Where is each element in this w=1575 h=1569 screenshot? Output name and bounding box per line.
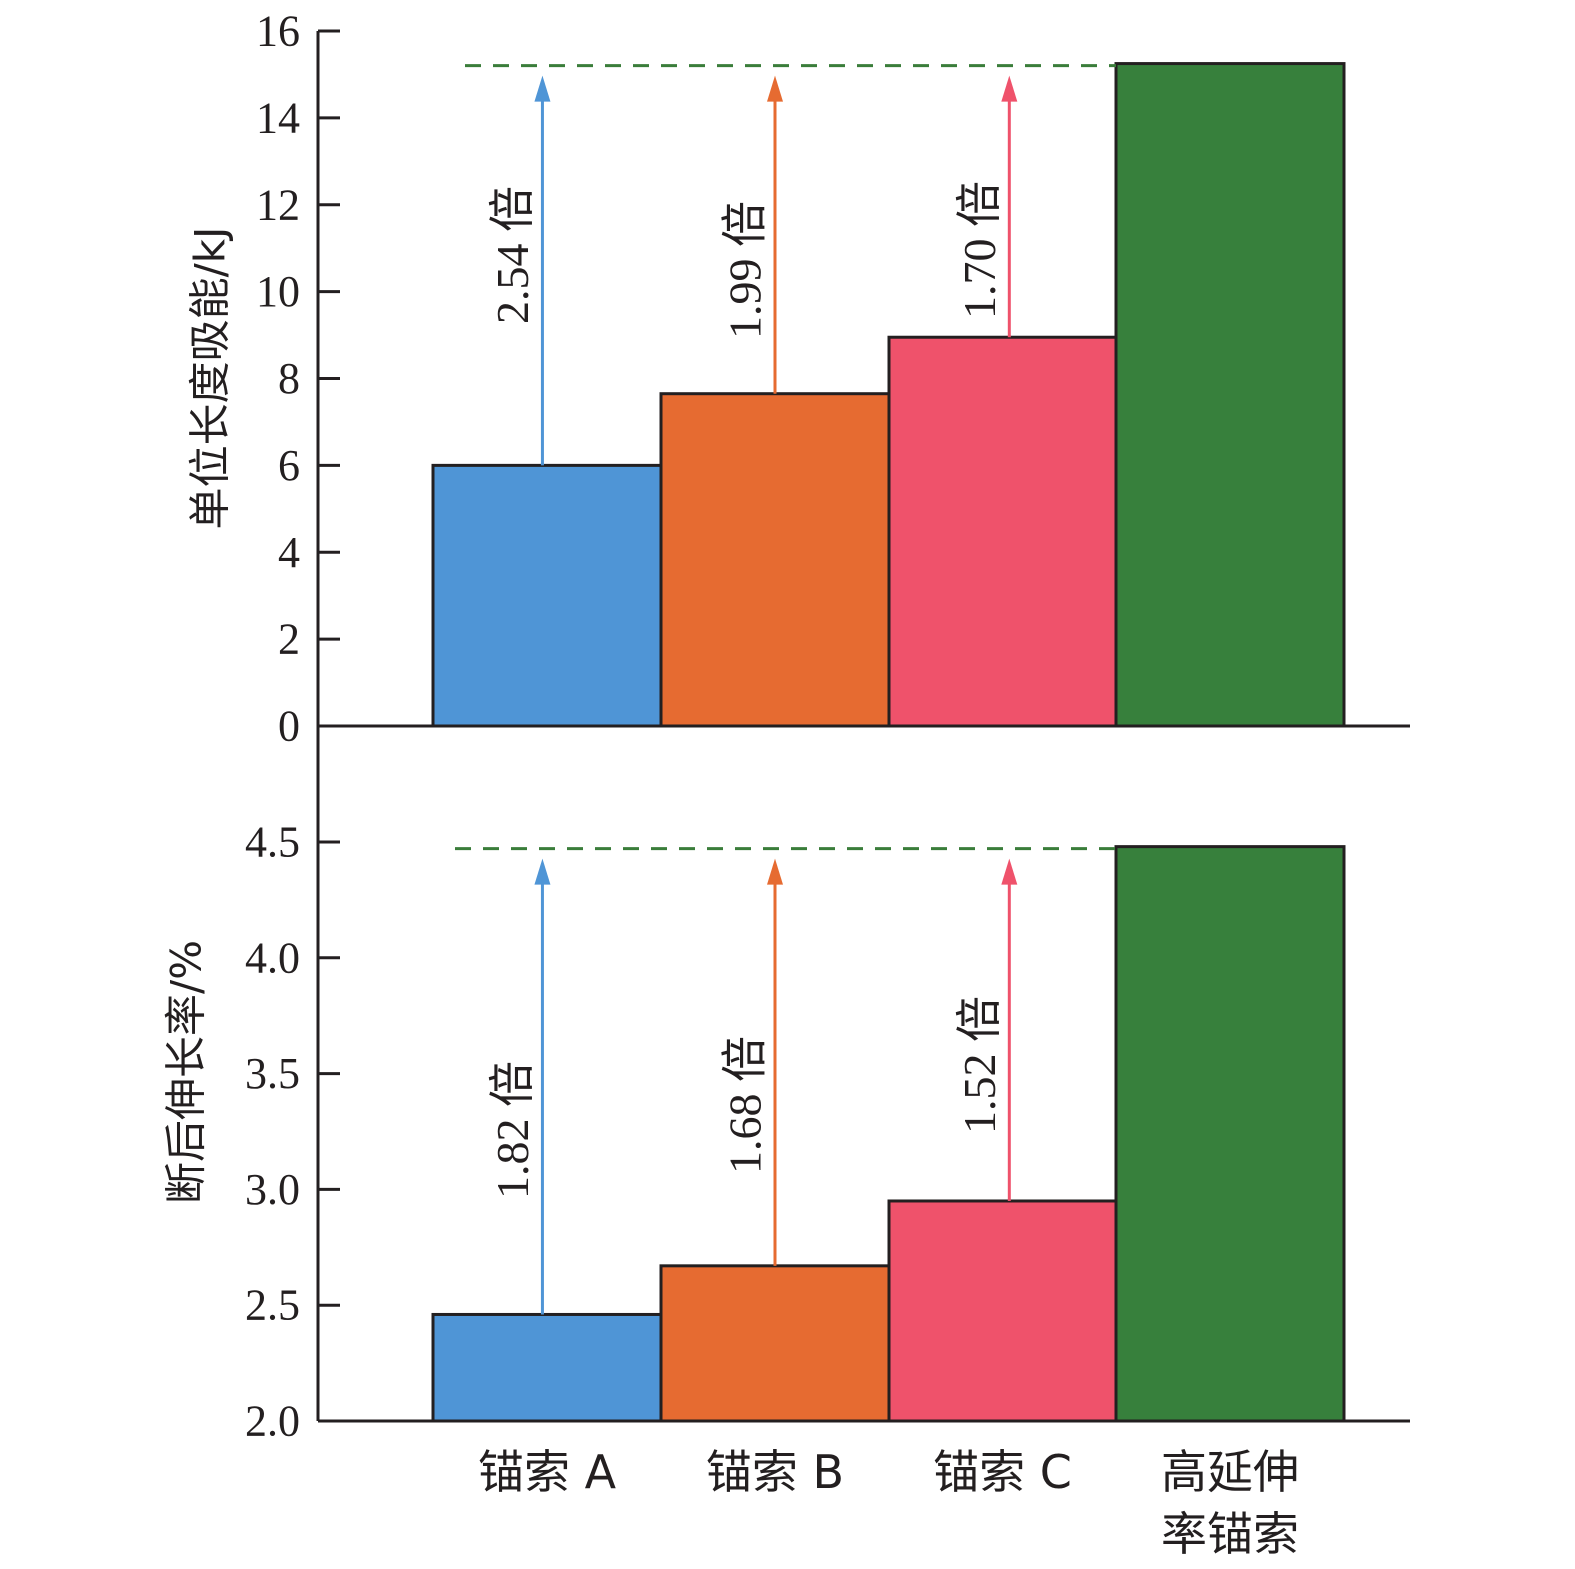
bar-2 xyxy=(659,392,891,728)
y-tick-label: 0 xyxy=(278,702,300,751)
y-tick-label: 10 xyxy=(256,267,300,316)
y-tick-label: 12 xyxy=(256,180,300,229)
bar-1 xyxy=(431,1312,663,1423)
bar-3 xyxy=(887,335,1118,728)
arrow-head-3 xyxy=(1001,858,1018,885)
elongation-panel: 1.82 倍 1.68 倍 1.52 倍 2.0 2.5 3.0 3.5 4.0 4.5 断后伸长… xyxy=(162,726,1410,1446)
ratio-label-1: 1.82 倍 xyxy=(487,1061,538,1199)
bar-4 xyxy=(1114,845,1346,1423)
y-axis-title: 单位长度吸能/kJ xyxy=(186,227,235,530)
category-label-4: 率锚索 xyxy=(1161,1507,1299,1561)
y-tick-label: 8 xyxy=(278,354,300,403)
category-label-1: 锚索 A xyxy=(478,1445,617,1499)
arrow-head-1 xyxy=(534,75,551,102)
y-tick-label: 2.5 xyxy=(245,1281,300,1330)
y-tick-label: 16 xyxy=(256,7,300,56)
y-tick-label: 3.0 xyxy=(245,1165,300,1214)
arrow-head-2 xyxy=(767,75,783,102)
category-label-4: 高延伸 xyxy=(1161,1445,1299,1499)
arrow-head-2 xyxy=(767,858,783,885)
ratio-label-2: 1.68 倍 xyxy=(720,1036,771,1174)
y-tick-label: 2.0 xyxy=(245,1397,300,1446)
arrow-head-1 xyxy=(534,858,551,885)
y-tick-label: 6 xyxy=(278,441,300,490)
y-tick-label: 2 xyxy=(278,615,300,664)
bar-1 xyxy=(431,463,663,728)
y-axis-title: 断后伸长率/% xyxy=(162,940,211,1204)
y-tick-label: 3.5 xyxy=(245,1049,300,1098)
y-tick-label: 4.0 xyxy=(245,933,300,982)
bar-4 xyxy=(1114,62,1346,728)
ratio-label-2: 1.99 倍 xyxy=(720,201,771,339)
y-tick-label: 4.5 xyxy=(245,818,300,867)
y-tick-label: 14 xyxy=(256,93,300,142)
y-tick-label: 4 xyxy=(278,528,300,577)
category-label-3: 锚索 C xyxy=(933,1445,1072,1499)
arrow-head-3 xyxy=(1001,75,1018,102)
ratio-label-1: 2.54 倍 xyxy=(487,186,538,324)
ratio-label-3: 1.52 倍 xyxy=(954,996,1005,1134)
bar-2 xyxy=(659,1264,891,1423)
ratio-label-3: 1.70 倍 xyxy=(954,181,1005,319)
energy-panel: 2.54 倍 1.99 倍 1.70 倍 0 2 4 6 8 10 12 14 16 单位长度吸能/kJ xyxy=(186,7,1410,751)
bar-3 xyxy=(887,1199,1118,1423)
category-label-2: 锚索 B xyxy=(706,1445,844,1499)
